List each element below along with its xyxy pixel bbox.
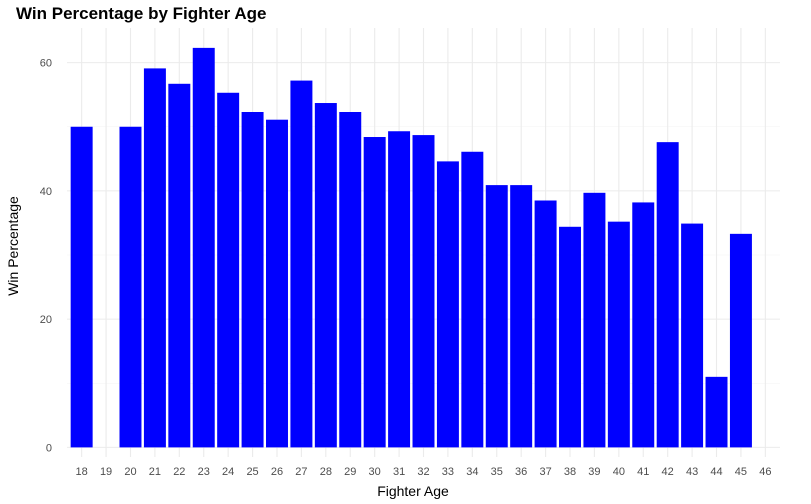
x-tick-label: 43: [686, 466, 698, 478]
x-tick-labels: 18 19 20 21 22 23 24 25 26 27 28 29 30 31 32 33 34 35 36 37…: [76, 466, 772, 478]
bar-age-33: [436, 161, 459, 448]
x-tick-label: 46: [759, 466, 771, 478]
x-tick-label: 38: [564, 466, 576, 478]
bar-age-27: [290, 80, 313, 448]
bar-age-38: [559, 226, 581, 448]
x-axis-label: Fighter Age: [377, 483, 449, 499]
x-tick-label: 22: [173, 466, 185, 478]
y-tick-label: 40: [40, 186, 52, 198]
x-tick-label: 27: [295, 466, 307, 478]
x-tick-label: 24: [222, 466, 234, 478]
bar-age-18: [70, 126, 93, 448]
y-tick-label: 0: [46, 442, 52, 454]
x-tick-label: 26: [271, 466, 283, 478]
x-tick-label: 32: [417, 466, 429, 478]
bar-age-25: [241, 112, 264, 448]
y-tick-label: 60: [40, 58, 52, 70]
bar-age-24: [217, 92, 240, 448]
bar-age-34: [461, 151, 484, 448]
bar-age-29: [339, 112, 362, 448]
bar-age-37: [534, 200, 557, 448]
x-tick-label: 41: [637, 466, 649, 478]
bar-age-39: [583, 192, 606, 448]
x-tick-label: 33: [442, 466, 454, 478]
bar-age-32: [412, 135, 435, 448]
x-tick-label: 23: [198, 466, 210, 478]
chart-title: Win Percentage by Fighter Age: [16, 4, 267, 23]
bar-age-28: [314, 103, 337, 448]
bar-age-26: [266, 119, 288, 448]
bar-age-20: [119, 126, 142, 448]
bar-age-40: [607, 221, 630, 448]
x-tick-label: 40: [613, 466, 625, 478]
bar-age-43: [681, 223, 704, 448]
bar-age-31: [388, 131, 411, 448]
x-tick-label: 45: [735, 466, 747, 478]
bar-age-35: [485, 185, 508, 448]
bar-age-44: [705, 376, 728, 448]
bar-age-36: [510, 185, 533, 448]
y-tick-label: 20: [40, 314, 52, 326]
bar-age-45: [729, 233, 752, 448]
x-tick-label: 34: [466, 466, 478, 478]
x-tick-label: 25: [246, 466, 258, 478]
y-tick-labels: 0 20 40 60: [40, 58, 52, 455]
x-tick-label: 39: [588, 466, 600, 478]
x-tick-label: 37: [539, 466, 551, 478]
bar-age-41: [632, 202, 655, 448]
x-tick-label: 30: [369, 466, 381, 478]
x-tick-label: 31: [393, 466, 405, 478]
x-tick-label: 29: [344, 466, 356, 478]
bar-age-42: [656, 142, 679, 448]
x-tick-label: 18: [76, 466, 88, 478]
bar-age-23: [192, 47, 215, 448]
bar-age-30: [363, 137, 386, 448]
x-tick-label: 19: [100, 466, 112, 478]
x-tick-label: 44: [710, 466, 722, 478]
x-tick-label: 36: [515, 466, 527, 478]
y-axis-label: Win Percentage: [5, 196, 21, 296]
x-tick-label: 35: [491, 466, 503, 478]
bars: [70, 47, 752, 448]
x-tick-label: 21: [149, 466, 161, 478]
x-tick-label: 20: [124, 466, 136, 478]
bar-age-21: [143, 68, 166, 448]
x-tick-label: 42: [662, 466, 674, 478]
bar-age-22: [168, 83, 191, 448]
x-tick-label: 28: [320, 466, 332, 478]
